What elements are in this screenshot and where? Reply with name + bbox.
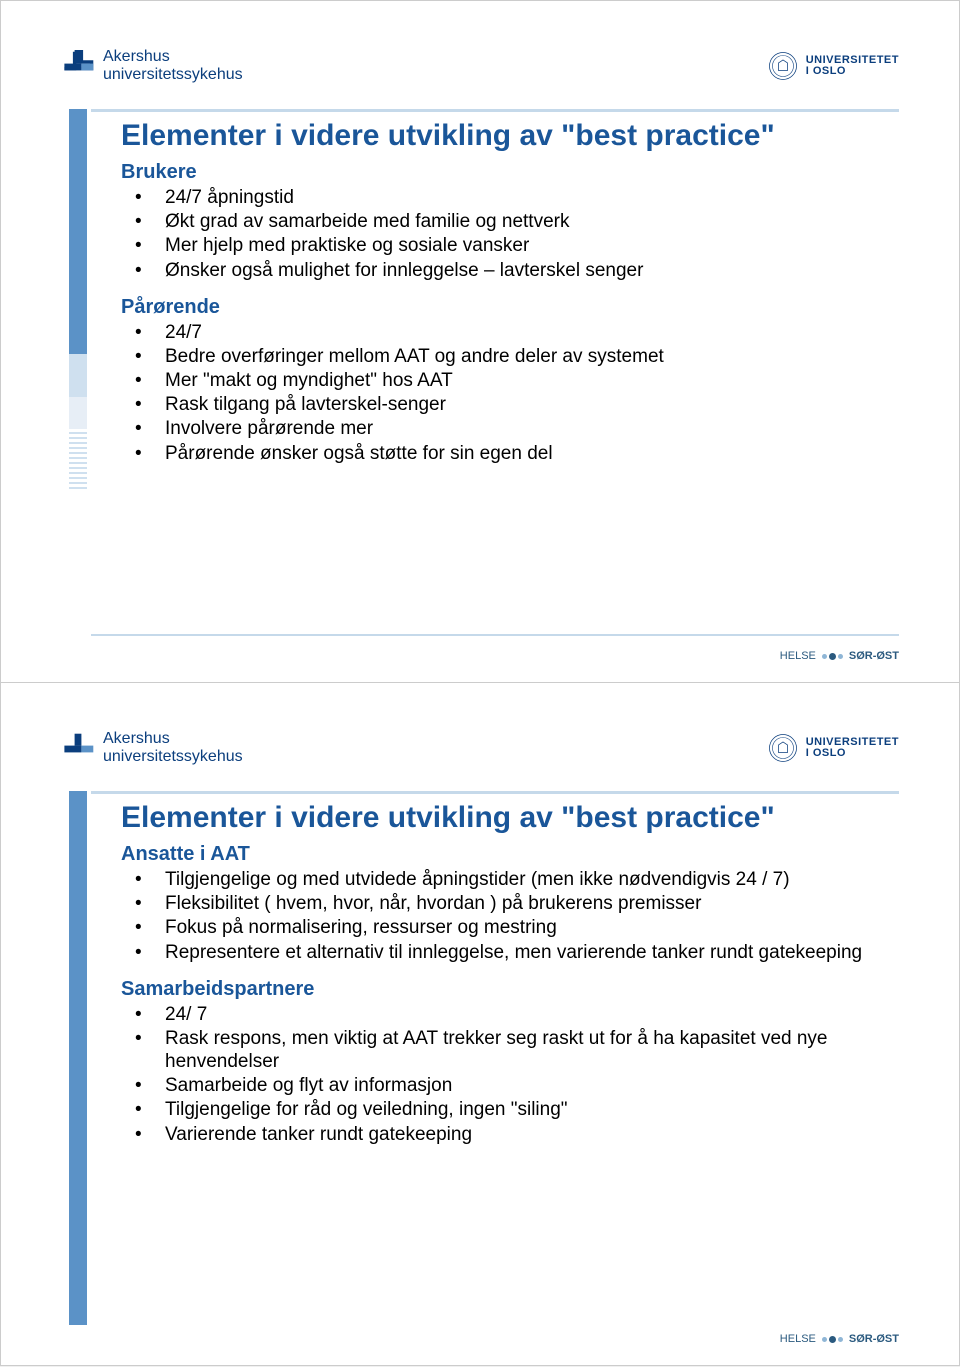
list-item: Pårørende ønsker også støtte for sin ege… bbox=[121, 442, 889, 465]
header-rule bbox=[91, 791, 899, 794]
hospital-name-line2: universitetssykehus bbox=[103, 748, 243, 766]
hospital-logo-text: Akershus universitetssykehus bbox=[103, 730, 243, 765]
slide-header: Akershus universitetssykehus UNIVERSITET… bbox=[61, 36, 899, 96]
footer-rule bbox=[91, 634, 899, 636]
hospital-name-line1: Akershus bbox=[103, 730, 243, 748]
list-item: Involvere pårørende mer bbox=[121, 417, 889, 440]
list-item: Mer "makt og myndighet" hos AAT bbox=[121, 369, 889, 392]
list-item: Rask tilgang på lavterskel-senger bbox=[121, 393, 889, 416]
list-item: 24/ 7 bbox=[121, 1003, 889, 1026]
left-sidebar-accent bbox=[69, 791, 87, 1325]
list-item: Samarbeide og flyt av informasjon bbox=[121, 1074, 889, 1097]
list-item: Mer hjelp med praktiske og sosiale vansk… bbox=[121, 234, 889, 257]
slide-1: Akershus universitetssykehus UNIVERSITET… bbox=[0, 0, 960, 683]
slide-title: Elementer i videre utvikling av "best pr… bbox=[121, 119, 889, 153]
helse-sorost-logo: HELSE SØR-ØST bbox=[780, 650, 899, 662]
uio-seal-icon bbox=[768, 733, 798, 763]
hospital-name-line2: universitetssykehus bbox=[103, 66, 243, 84]
list-item: Tilgjengelige for råd og veiledning, ing… bbox=[121, 1098, 889, 1121]
footer-left-text: HELSE bbox=[780, 1333, 816, 1345]
footer-dots-icon bbox=[822, 1336, 843, 1343]
list-item: Varierende tanker rundt gatekeeping bbox=[121, 1123, 889, 1146]
footer-right-text: SØR-ØST bbox=[849, 650, 899, 662]
section-heading-samarbeidspartnere: Samarbeidspartnere bbox=[121, 978, 889, 1001]
footer-dots-icon bbox=[822, 653, 843, 660]
page-container: Akershus universitetssykehus UNIVERSITET… bbox=[0, 0, 960, 1366]
list-item: 24/7 åpningstid bbox=[121, 186, 889, 209]
slide-title: Elementer i videre utvikling av "best pr… bbox=[121, 801, 889, 835]
list-item: Rask respons, men viktig at AAT trekker … bbox=[121, 1027, 889, 1073]
uio-seal-icon bbox=[768, 51, 798, 81]
hospital-cross-icon bbox=[61, 732, 95, 766]
uio-text: UNIVERSITETET I OSLO bbox=[806, 737, 899, 759]
slide-2: Akershus universitetssykehus UNIVERSITET… bbox=[0, 683, 960, 1366]
list-item: Representere et alternativ til innleggel… bbox=[121, 941, 889, 964]
list-item: Bedre overføringer mellom AAT og andre d… bbox=[121, 345, 889, 368]
list-item: Tilgjengelige og med utvidede åpningstid… bbox=[121, 868, 889, 891]
bullet-list-brukere: 24/7 åpningstid Økt grad av samarbeide m… bbox=[121, 186, 889, 282]
uio-line2: I OSLO bbox=[806, 66, 899, 77]
uio-text: UNIVERSITETET I OSLO bbox=[806, 55, 899, 77]
left-sidebar-accent bbox=[69, 109, 87, 642]
bullet-list-samarbeidspartnere: 24/ 7 Rask respons, men viktig at AAT tr… bbox=[121, 1003, 889, 1146]
hospital-logo-text: Akershus universitetssykehus bbox=[103, 48, 243, 83]
list-item: Fokus på normalisering, ressurser og mes… bbox=[121, 916, 889, 939]
uio-line2: I OSLO bbox=[806, 748, 899, 759]
header-rule bbox=[91, 109, 899, 112]
slide-content: Elementer i videre utvikling av "best pr… bbox=[121, 801, 889, 1335]
slide-header: Akershus universitetssykehus UNIVERSITET… bbox=[61, 718, 899, 778]
bullet-list-parorende: 24/7 Bedre overføringer mellom AAT og an… bbox=[121, 321, 889, 465]
hospital-logo: Akershus universitetssykehus bbox=[61, 48, 243, 84]
list-item: Økt grad av samarbeide med familie og ne… bbox=[121, 210, 889, 233]
footer-left-text: HELSE bbox=[780, 650, 816, 662]
footer-right-text: SØR-ØST bbox=[849, 1333, 899, 1345]
list-item: Ønsker også mulighet for innleggelse – l… bbox=[121, 259, 889, 282]
list-item: 24/7 bbox=[121, 321, 889, 344]
section-heading-ansatte: Ansatte i AAT bbox=[121, 843, 889, 866]
slide-content: Elementer i videre utvikling av "best pr… bbox=[121, 119, 889, 652]
helse-sorost-logo: HELSE SØR-ØST bbox=[780, 1333, 899, 1345]
hospital-cross-icon bbox=[61, 50, 95, 84]
bullet-list-ansatte: Tilgjengelige og med utvidede åpningstid… bbox=[121, 868, 889, 964]
uio-logo: UNIVERSITETET I OSLO bbox=[768, 51, 899, 81]
hospital-name-line1: Akershus bbox=[103, 48, 243, 66]
section-heading-brukere: Brukere bbox=[121, 161, 889, 184]
hospital-logo: Akershus universitetssykehus bbox=[61, 730, 243, 766]
uio-logo: UNIVERSITETET I OSLO bbox=[768, 733, 899, 763]
list-item: Fleksibilitet ( hvem, hvor, når, hvordan… bbox=[121, 892, 889, 915]
section-heading-parorende: Pårørende bbox=[121, 296, 889, 319]
